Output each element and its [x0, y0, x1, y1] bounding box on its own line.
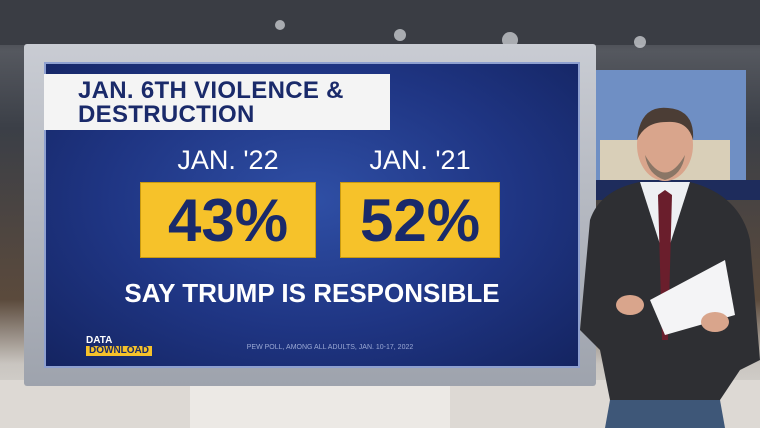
logo-line: DATA: [86, 335, 113, 346]
source-note: PEW POLL, AMONG ALL ADULTS, JAN. 10-17, …: [246, 344, 414, 351]
title-line: JAN. 6TH VIOLENCE &: [78, 77, 344, 104]
logo-line: DOWNLOAD: [86, 346, 152, 356]
title-line: DESTRUCTION: [78, 101, 255, 128]
caption: SAY TRUMP IS RESPONSIBLE: [124, 278, 500, 308]
column-label: JAN. '21: [369, 145, 471, 175]
logo: DATA DOWNLOAD: [86, 336, 152, 356]
column-label: JAN. '22: [177, 145, 279, 175]
presenter: [580, 107, 760, 428]
value-box: 52%: [340, 182, 500, 258]
title: JAN. 6TH VIOLENCE & DESTRUCTION: [44, 74, 390, 130]
value-box: 43%: [140, 182, 316, 258]
